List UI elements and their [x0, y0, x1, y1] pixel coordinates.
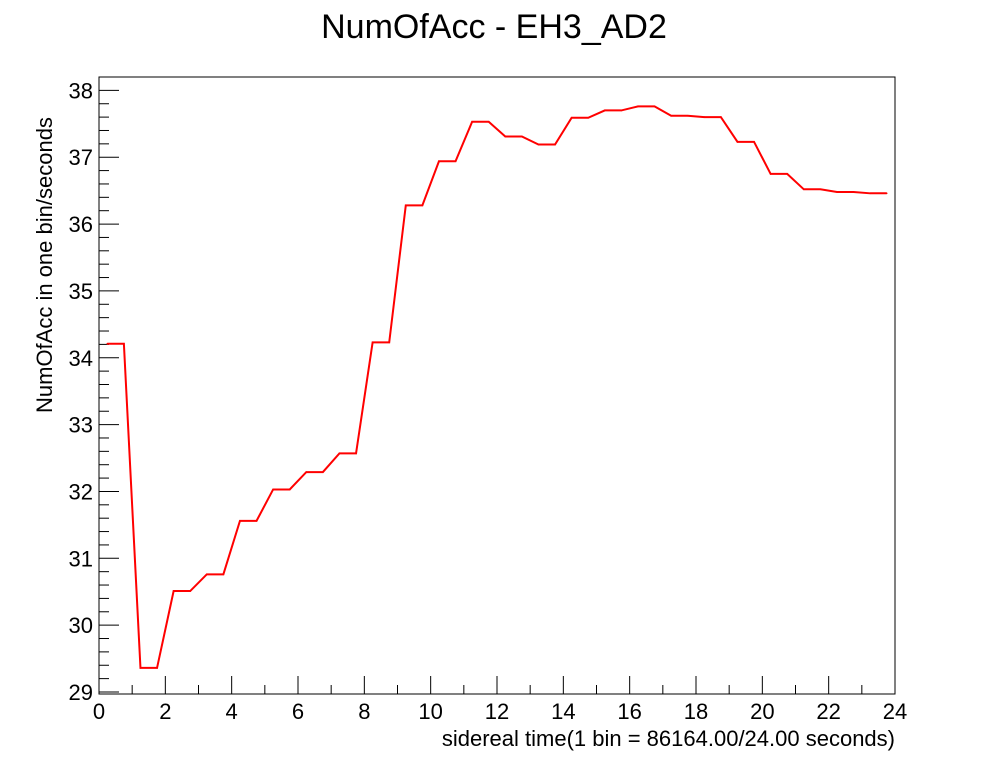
data-point: [670, 114, 672, 117]
data-point: [686, 114, 689, 117]
y-tick-label: 34: [69, 346, 93, 371]
x-tick-label: 16: [617, 699, 641, 724]
data-point: [653, 105, 656, 108]
data-point: [205, 573, 208, 576]
data-point: [371, 341, 374, 344]
x-tick-label: 18: [684, 699, 708, 724]
data-point: [620, 109, 623, 112]
x-tick-label: 0: [93, 699, 105, 724]
x-tick-label: 24: [883, 699, 907, 724]
y-tick-label: 37: [69, 145, 93, 170]
y-tick-label: 32: [69, 479, 93, 504]
x-tick-label: 14: [551, 699, 575, 724]
data-point: [753, 141, 755, 143]
data-point: [819, 188, 822, 191]
data-point: [603, 109, 606, 112]
x-tick-label: 10: [418, 699, 442, 724]
data-point: [852, 191, 855, 193]
data-point: [836, 191, 838, 193]
data-point: [521, 135, 523, 138]
x-tick-label: 2: [159, 699, 171, 724]
data-point: [156, 667, 158, 669]
data-point: [123, 342, 125, 345]
x-tick-label: 22: [816, 699, 840, 724]
data-point: [802, 188, 805, 191]
y-tick-label: 38: [69, 78, 93, 103]
plot-frame: [98, 76, 896, 695]
y-axis-ticks: 29 30 31 32 33 34 35 36 37 38: [69, 76, 119, 705]
data-point: [537, 143, 540, 146]
data-point: [587, 116, 590, 119]
data-point: [355, 452, 357, 455]
series-layer: [106, 105, 888, 669]
x-axis-title: sidereal time(1 bin = 86164.00/24.00 sec…: [442, 726, 895, 751]
data-point: [222, 573, 225, 576]
data-point: [172, 590, 175, 592]
data-point: [139, 667, 142, 669]
data-point: [404, 204, 407, 207]
data-point: [471, 120, 473, 123]
x-tick-label: 8: [358, 699, 370, 724]
data-point: [106, 342, 109, 345]
chart-title: NumOfAcc - EH3_AD2: [321, 8, 667, 46]
y-axis-title: NumOfAcc in one bin/seconds: [32, 117, 57, 413]
data-point: [421, 204, 424, 207]
data-point: [504, 135, 507, 138]
x-axis-ticks: 0 2 4 6 8 10 12 14 16 18 20 22 24: [93, 676, 907, 724]
y-tick-label: 30: [69, 613, 93, 638]
data-point: [554, 143, 556, 146]
data-point: [637, 105, 639, 108]
data-point: [869, 192, 871, 195]
y-tick-label: 33: [69, 413, 93, 438]
data-point: [255, 520, 258, 522]
data-point: [570, 116, 573, 119]
data-point: [487, 120, 490, 123]
data-point: [239, 520, 241, 522]
x-tick-label: 12: [485, 699, 509, 724]
data-point: [305, 471, 308, 473]
y-tick-label: 36: [69, 212, 93, 237]
data-point: [454, 160, 457, 163]
x-tick-label: 6: [292, 699, 304, 724]
x-tick-label: 20: [750, 699, 774, 724]
data-point: [720, 116, 722, 118]
data-point: [288, 488, 291, 491]
data-point: [885, 192, 888, 195]
data-point: [189, 590, 192, 592]
data-point: [338, 452, 341, 455]
y-tick-label: 35: [69, 279, 93, 304]
data-point: [322, 471, 324, 473]
y-tick-label: 29: [69, 680, 93, 705]
data-point: [272, 488, 274, 491]
y-tick-label: 31: [69, 546, 93, 571]
data-point: [703, 116, 706, 118]
data-point: [736, 141, 739, 143]
data-point: [786, 173, 789, 175]
data-point: [438, 160, 440, 163]
data-point: [769, 173, 772, 175]
x-tick-label: 4: [226, 699, 238, 724]
data-point: [388, 341, 391, 344]
series-line: [107, 105, 887, 669]
